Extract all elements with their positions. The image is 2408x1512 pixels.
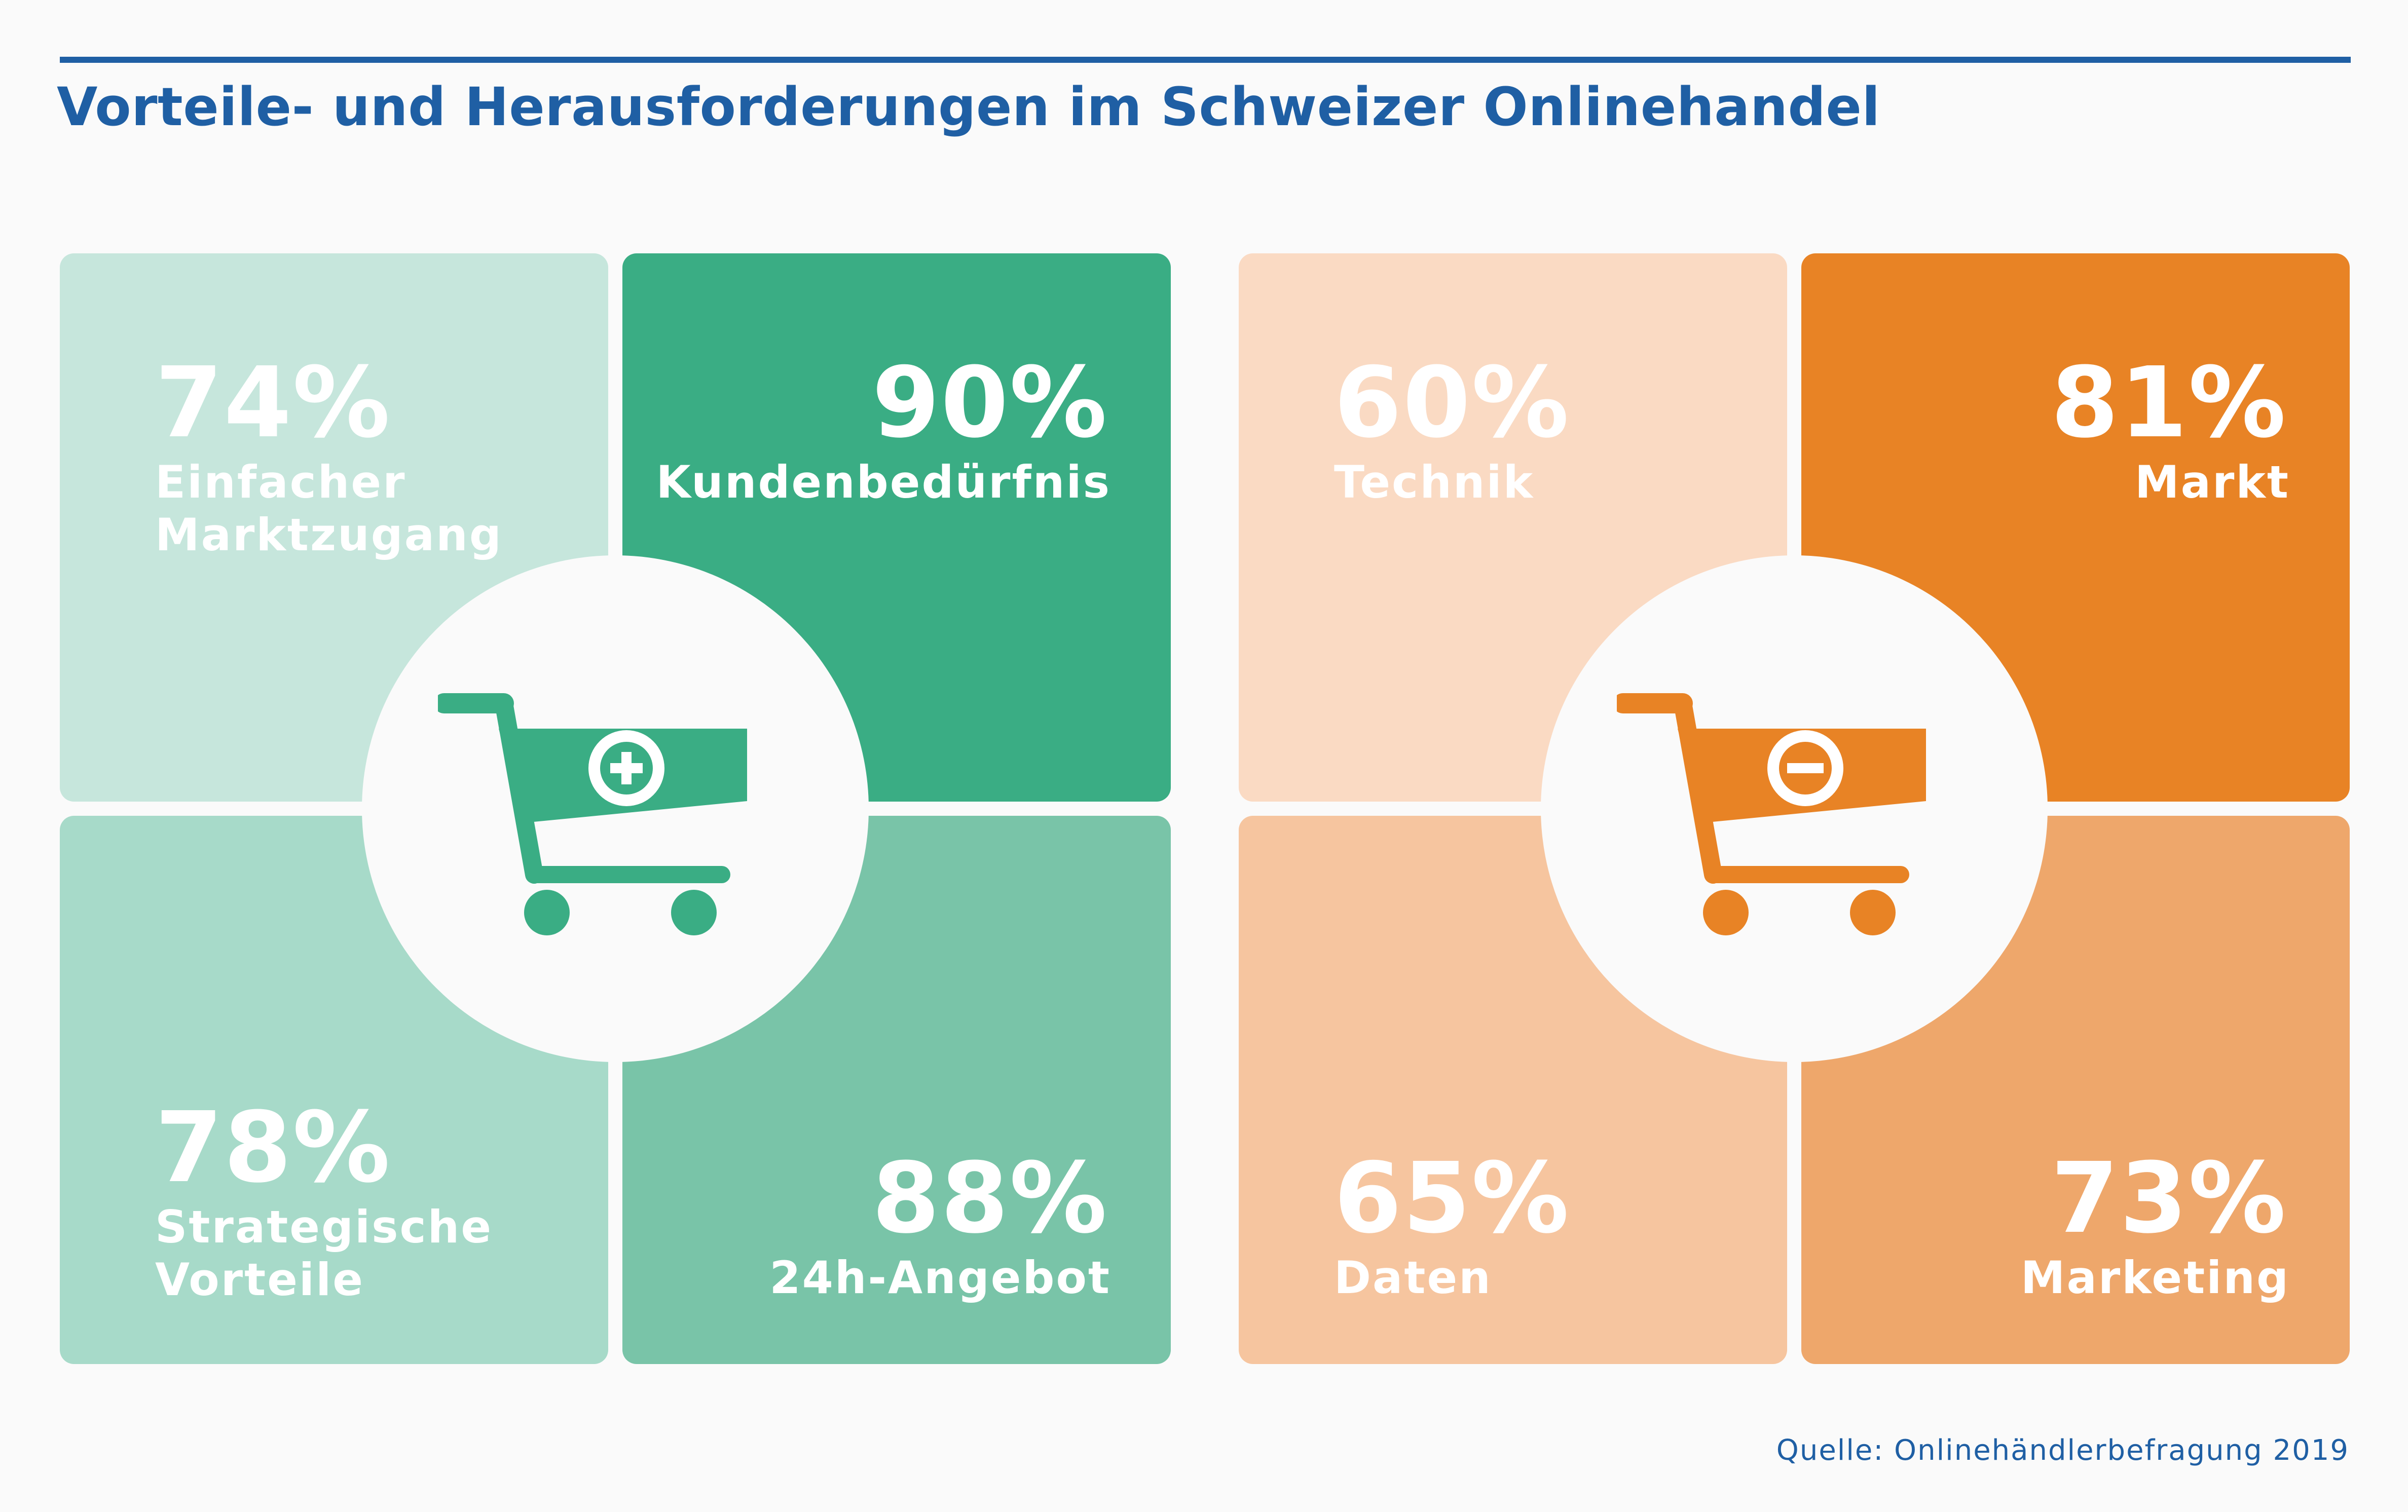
tile-percent: 90% [872,347,1108,460]
tile-label: Strategische Vorteile [155,1201,493,1306]
challenges-panel: 60% Technik 81% Markt 65% Daten 73% Mark… [1239,253,2350,1364]
tile-label-line: Marketing [2020,1252,2290,1304]
tile-percent: 73% [2051,1142,2287,1255]
page-title: Vorteile- und Herausforderungen im Schwe… [57,76,1880,138]
tile-label-line: Kundenbedürfnis [656,456,1111,508]
tile-einfacher-marktzugang: 74% Einfacher Marktzugang [60,253,608,802]
center-circle [362,555,869,1062]
tile-label-line: Daten [1334,1252,1492,1304]
source-note: Quelle: Onlinehändlerbefragung 2019 [1776,1434,2349,1467]
minus-icon [1767,730,1843,806]
tile-label-line: Strategische [155,1201,493,1253]
cart-plus-icon [438,693,747,935]
tile-percent: 74% [155,347,391,460]
tile-label: Kundenbedürfnis [656,456,1111,509]
tile-percent: 81% [2051,347,2287,460]
tile-label: Einfacher Marktzugang [155,456,503,561]
tile-label: Markt [2135,456,2290,509]
tile-label-line: Marktzugang [155,508,503,561]
tile-label-line: Technik [1334,456,1535,508]
tile-percent: 88% [872,1142,1108,1255]
tile-label-line: Vorteile [155,1253,364,1306]
tile-percent: 60% [1334,347,1570,460]
tile-percent: 65% [1334,1142,1570,1255]
tile-label: Daten [1334,1252,1492,1304]
title-rule [60,57,2351,63]
tile-label: 24h-Angebot [769,1252,1111,1304]
plus-icon [588,730,664,806]
advantages-panel: 74% Einfacher Marktzugang 90% Kundenbedü… [60,253,1171,1364]
tile-label-line: 24h-Angebot [769,1252,1111,1304]
tile-label-line: Einfacher [155,456,406,508]
tile-label: Marketing [2021,1252,2290,1304]
cart-minus-icon [1617,693,1926,935]
tile-percent: 78% [155,1091,391,1204]
tile-label-line: Markt [2135,456,2290,508]
center-circle [1541,555,2048,1062]
tile-label: Technik [1334,456,1534,509]
tile-marketing: 73% Marketing [1801,816,2350,1364]
